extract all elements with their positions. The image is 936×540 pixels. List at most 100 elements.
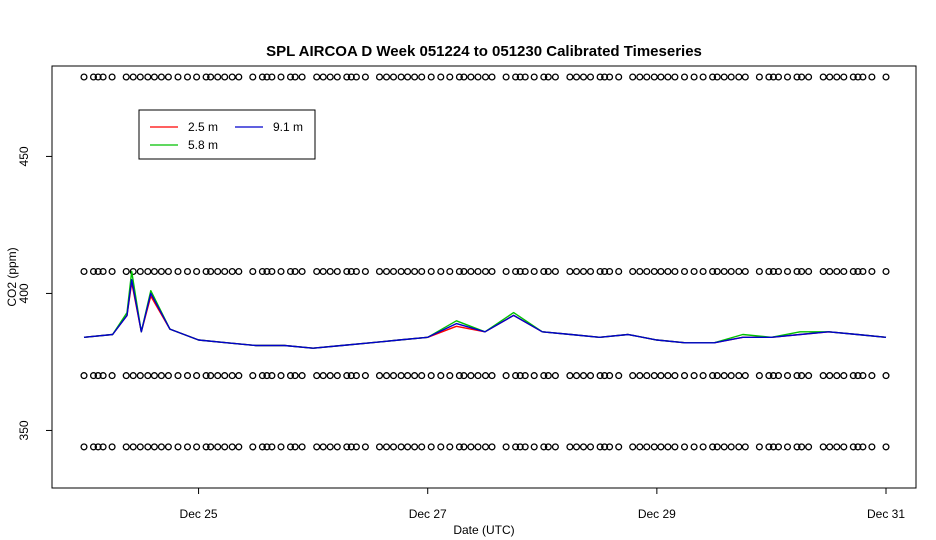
marker-point [460, 372, 468, 380]
marker-point [629, 73, 637, 81]
marker-point [404, 267, 412, 276]
marker-point [460, 443, 468, 451]
marker-point [228, 267, 236, 276]
marker-point [418, 372, 426, 380]
marker-point [404, 443, 412, 451]
marker-point [601, 443, 609, 451]
marker-point [389, 267, 398, 276]
marker-point [291, 372, 299, 380]
marker-point [643, 73, 651, 81]
marker-point [174, 267, 182, 276]
plot-area [51, 65, 917, 489]
marker-point [720, 372, 728, 380]
y-tick-label: 400 [17, 283, 31, 303]
marker-point [326, 267, 334, 276]
marker-point [214, 73, 222, 81]
y-tick-label: 450 [17, 146, 31, 166]
marker-point [774, 267, 783, 276]
marker-point [263, 443, 271, 451]
marker-point [741, 73, 749, 81]
marker-point [474, 372, 482, 380]
marker-point [664, 267, 672, 276]
marker-point [313, 267, 321, 276]
marker-point [650, 372, 658, 380]
marker-point [512, 267, 520, 276]
marker-point [713, 443, 721, 451]
marker-point [313, 443, 321, 451]
marker-point [540, 73, 548, 81]
marker-point [343, 73, 351, 81]
marker-point [793, 267, 801, 276]
marker-point [755, 267, 763, 276]
marker-point [854, 267, 862, 276]
marker-point [690, 372, 698, 380]
marker-point [164, 443, 172, 451]
x-tick-label: Dec 25 [180, 507, 218, 521]
marker-point [347, 267, 355, 276]
marker-point [207, 267, 215, 276]
marker-point [629, 372, 637, 380]
marker-point [183, 267, 192, 276]
marker-point [826, 443, 834, 451]
marker-point [868, 372, 876, 380]
marker-point [713, 372, 721, 380]
marker-point [352, 267, 360, 276]
marker-point [460, 267, 468, 276]
marker-point [249, 372, 257, 380]
marker-point [221, 267, 229, 276]
x-tick-label: Dec 27 [409, 507, 447, 521]
series-lines [83, 270, 887, 349]
marker-point [572, 73, 581, 81]
marker-point [286, 372, 295, 380]
marker-point [601, 73, 609, 81]
marker-point [411, 267, 419, 276]
marker-point [389, 372, 398, 380]
marker-point [636, 443, 644, 451]
marker-point [263, 73, 271, 81]
marker-point [833, 443, 841, 451]
marker-point [108, 372, 116, 380]
marker-point [397, 73, 405, 81]
marker-point [643, 443, 651, 451]
marker-point [258, 267, 266, 276]
marker-point [741, 267, 749, 276]
marker-point [735, 267, 743, 276]
marker-point [755, 443, 763, 451]
marker-point [89, 443, 98, 451]
marker-point [411, 372, 419, 380]
marker-point [326, 443, 334, 451]
marker-point [512, 443, 520, 451]
marker-point [699, 372, 707, 380]
marker-point [174, 73, 182, 81]
marker-point [840, 372, 848, 380]
marker-point [488, 372, 496, 380]
marker-point [783, 372, 792, 380]
legend-label: 9.1 m [273, 120, 303, 134]
marker-point [566, 372, 574, 380]
marker-point [805, 372, 813, 380]
marker-point [474, 73, 482, 81]
marker-point [551, 372, 559, 380]
marker-point [319, 372, 327, 380]
marker-point [636, 372, 644, 380]
marker-point [129, 267, 137, 276]
marker-point [397, 443, 405, 451]
marker-point [157, 267, 165, 276]
marker-point [544, 73, 552, 81]
marker-point [80, 73, 88, 81]
marker-rows [80, 73, 890, 451]
marker-point [122, 372, 130, 380]
marker-point [793, 443, 801, 451]
marker-point [765, 372, 773, 380]
marker-point [193, 443, 201, 451]
marker-point [108, 73, 116, 81]
marker-point [193, 73, 201, 81]
marker-point [586, 372, 595, 380]
marker-point [214, 267, 222, 276]
marker-point [596, 443, 604, 451]
marker-point [221, 372, 229, 380]
marker-point [108, 267, 116, 276]
marker-point [805, 73, 813, 81]
marker-point [643, 267, 651, 276]
marker-point [382, 267, 391, 276]
